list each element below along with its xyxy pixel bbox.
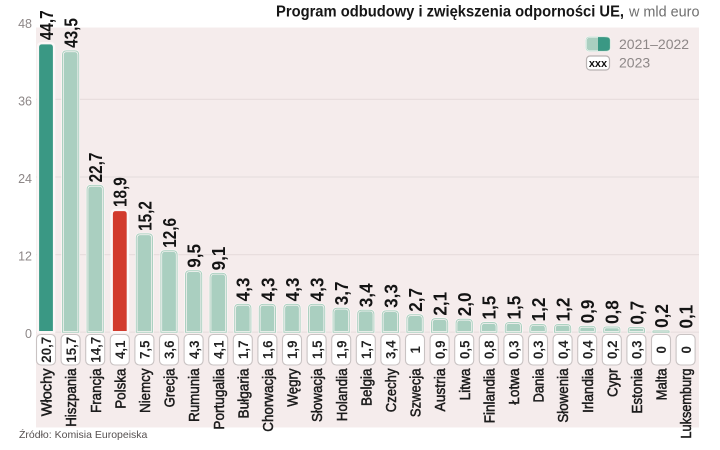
- svg-text:1,2: 1,2: [529, 298, 549, 322]
- svg-text:Czechy: Czechy: [383, 368, 400, 412]
- svg-text:Holandia: Holandia: [334, 368, 351, 421]
- svg-text:Program odbudowy i zwiększenia: Program odbudowy i zwiększenia odpornośc…: [276, 4, 624, 21]
- svg-text:1: 1: [407, 346, 423, 354]
- svg-text:Hiszpania: Hiszpania: [63, 368, 80, 427]
- svg-text:1,7: 1,7: [358, 340, 374, 359]
- svg-text:Francja: Francja: [88, 368, 105, 413]
- svg-text:Belgia: Belgia: [358, 368, 375, 406]
- svg-text:2023: 2023: [619, 55, 650, 71]
- svg-text:3,4: 3,4: [383, 340, 399, 359]
- svg-text:4,3: 4,3: [234, 278, 254, 302]
- svg-text:3,3: 3,3: [381, 284, 401, 308]
- svg-text:Niemcy: Niemcy: [137, 368, 154, 413]
- svg-text:1,5: 1,5: [504, 296, 524, 320]
- svg-text:Portugalia: Portugalia: [211, 368, 228, 430]
- svg-text:3,7: 3,7: [332, 281, 352, 305]
- svg-text:4,3: 4,3: [283, 278, 303, 302]
- svg-text:0,9: 0,9: [578, 300, 598, 324]
- svg-text:15,7: 15,7: [63, 337, 79, 363]
- svg-text:Finlandia: Finlandia: [481, 368, 498, 423]
- svg-text:Estonia: Estonia: [629, 368, 646, 414]
- svg-text:20,7: 20,7: [38, 337, 54, 363]
- svg-text:2,7: 2,7: [406, 288, 426, 312]
- svg-text:xxx: xxx: [589, 58, 608, 70]
- svg-text:9,1: 9,1: [209, 247, 229, 271]
- svg-text:0,2: 0,2: [652, 304, 672, 328]
- svg-text:0,8: 0,8: [481, 340, 497, 359]
- svg-text:44,7: 44,7: [37, 10, 57, 40]
- svg-text:9,5: 9,5: [185, 244, 205, 268]
- svg-text:Litwa: Litwa: [457, 368, 474, 400]
- svg-text:0,2: 0,2: [604, 340, 620, 359]
- svg-text:0,3: 0,3: [530, 340, 546, 359]
- svg-text:3,4: 3,4: [357, 283, 377, 307]
- svg-text:18,9: 18,9: [111, 177, 131, 207]
- svg-text:4,3: 4,3: [186, 340, 202, 359]
- svg-text:1,2: 1,2: [554, 298, 574, 322]
- svg-text:2,0: 2,0: [455, 292, 475, 316]
- svg-text:Węgry: Węgry: [285, 368, 302, 407]
- svg-text:0: 0: [678, 346, 694, 354]
- svg-text:Źródło: Komisia Europeiska: Źródło: Komisia Europeiska: [19, 428, 148, 441]
- svg-text:Grecja: Grecja: [162, 368, 179, 407]
- svg-text:Słowenia: Słowenia: [555, 368, 572, 423]
- svg-text:1,7: 1,7: [235, 340, 251, 359]
- svg-text:Luksemburg: Luksemburg: [678, 369, 695, 439]
- svg-text:0,4: 0,4: [579, 340, 595, 359]
- svg-text:Łotwa: Łotwa: [506, 368, 523, 405]
- svg-text:Włochy: Włochy: [39, 368, 56, 416]
- svg-text:Szwecja: Szwecja: [408, 368, 425, 417]
- svg-text:0,5: 0,5: [456, 340, 472, 359]
- svg-text:1,9: 1,9: [333, 340, 349, 359]
- svg-text:Cypr: Cypr: [604, 368, 621, 397]
- svg-text:15,2: 15,2: [135, 201, 155, 231]
- svg-text:Słowacja: Słowacja: [309, 368, 326, 422]
- svg-text:36: 36: [18, 94, 32, 108]
- svg-text:0: 0: [653, 346, 669, 354]
- svg-text:12,6: 12,6: [160, 218, 180, 248]
- svg-text:22,7: 22,7: [86, 153, 106, 183]
- svg-text:Chorwacja: Chorwacja: [260, 368, 277, 432]
- svg-text:0,8: 0,8: [603, 300, 623, 324]
- svg-text:Polska: Polska: [112, 368, 129, 409]
- svg-text:Austria: Austria: [432, 368, 449, 412]
- svg-text:4,1: 4,1: [112, 340, 128, 359]
- svg-text:48: 48: [18, 17, 32, 31]
- svg-text:w mld euro: w mld euro: [628, 4, 699, 21]
- svg-text:12: 12: [18, 250, 32, 264]
- svg-text:0,3: 0,3: [629, 340, 645, 359]
- svg-text:2021–2022: 2021–2022: [619, 36, 689, 52]
- svg-text:1,5: 1,5: [480, 296, 500, 320]
- svg-text:Dania: Dania: [531, 368, 548, 403]
- svg-text:0,7: 0,7: [627, 301, 647, 325]
- svg-text:0,9: 0,9: [432, 340, 448, 359]
- svg-text:1,6: 1,6: [260, 340, 276, 359]
- svg-text:4,1: 4,1: [210, 340, 226, 359]
- svg-text:7,5: 7,5: [137, 340, 153, 359]
- svg-text:1,5: 1,5: [309, 340, 325, 359]
- svg-text:Irlandia: Irlandia: [580, 368, 597, 413]
- svg-text:0,1: 0,1: [677, 305, 697, 329]
- svg-text:Bułgaria: Bułgaria: [235, 368, 252, 419]
- svg-text:3,6: 3,6: [161, 340, 177, 359]
- svg-text:4,3: 4,3: [308, 278, 328, 302]
- svg-text:Malta: Malta: [654, 368, 671, 400]
- svg-text:0,3: 0,3: [506, 340, 522, 359]
- svg-text:2,1: 2,1: [431, 292, 451, 316]
- svg-text:0,4: 0,4: [555, 340, 571, 359]
- svg-text:4,3: 4,3: [258, 278, 278, 302]
- svg-text:43,5: 43,5: [62, 18, 82, 48]
- svg-text:Rumunia: Rumunia: [186, 368, 203, 422]
- svg-text:1,9: 1,9: [284, 340, 300, 359]
- svg-text:14,7: 14,7: [87, 337, 103, 363]
- svg-text:0: 0: [25, 327, 32, 341]
- svg-text:24: 24: [18, 172, 32, 186]
